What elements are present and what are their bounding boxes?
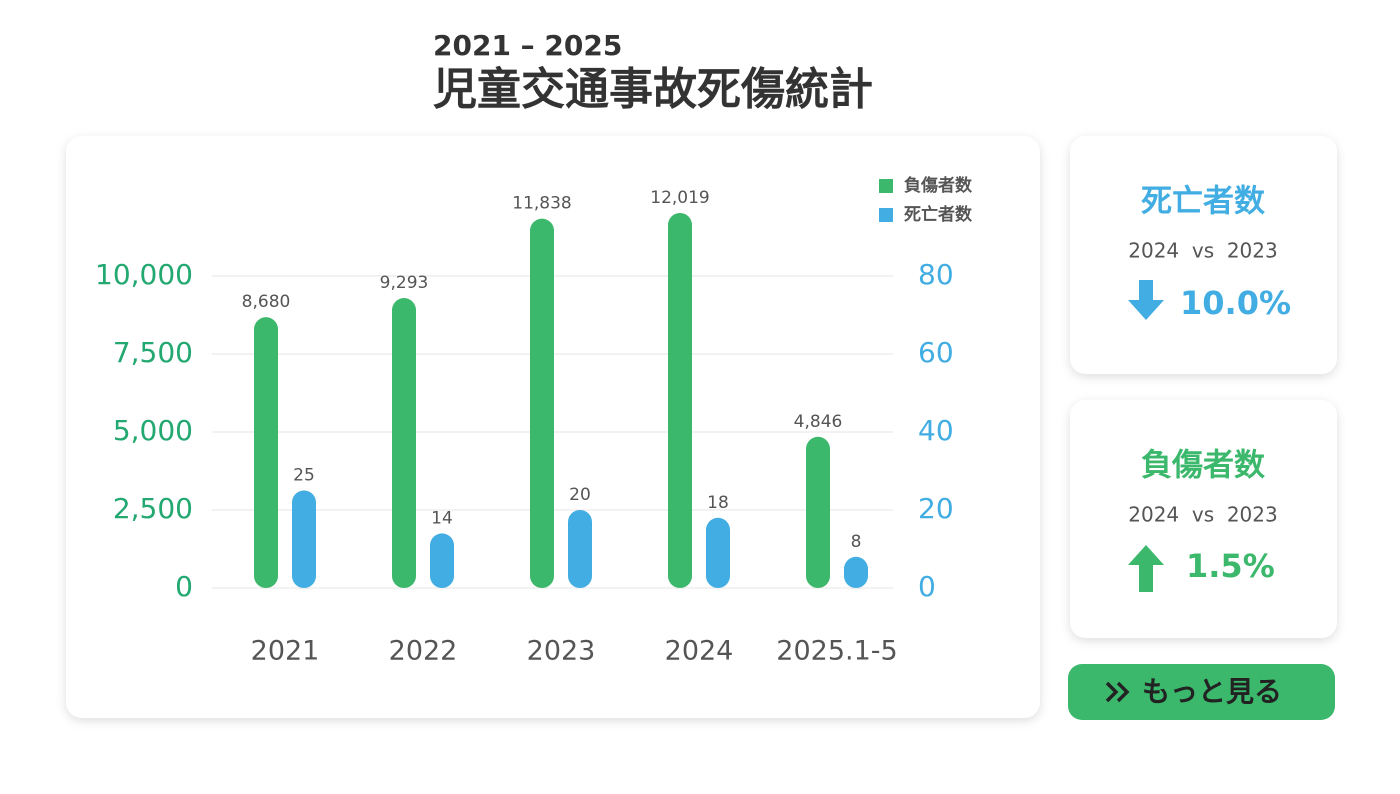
arrow-up [1128,545,1164,592]
y-tick-label: 2,500 [113,492,193,525]
more-button[interactable]: もっと見る [1068,664,1335,720]
y2-tick-label: 80 [918,258,954,291]
title: 児童交通事故死傷統計 [433,64,873,115]
bar [392,298,416,588]
value-label: 11,838 [512,194,571,214]
y2-tick-label: 0 [918,570,936,603]
bar [530,218,554,588]
x-tick-label: 2021 [251,636,320,667]
chevron-icon[interactable] [1105,681,1130,703]
button-background[interactable] [1068,664,1335,720]
value-label: 20 [569,485,591,505]
value-label: 8,680 [242,292,291,312]
legend-swatch [879,208,893,222]
card [1070,136,1337,374]
x-tick-label: 2024 [665,636,734,667]
bar [706,517,730,588]
value-label: 14 [431,508,453,528]
bar [668,213,692,588]
card-change: 1.5% [1186,547,1275,585]
y2-tick-label: 20 [918,492,954,525]
card [1070,400,1337,638]
y-tick-label: 0 [175,570,193,603]
card-title: 死亡者数 [1141,184,1265,220]
bar [844,556,868,588]
bar [568,510,592,588]
bar [292,490,316,588]
card-comparison: 2024 vs 2023 [1128,503,1277,527]
y-tick-label: 10,000 [95,258,193,291]
subtitle: 2021 – 2025 [433,29,622,62]
value-label: 8 [851,532,862,552]
value-label: 25 [293,466,315,486]
button-label[interactable]: もっと見る [1142,675,1282,708]
value-label: 18 [707,493,729,513]
arrow-down [1128,280,1164,320]
x-tick-label: 2022 [389,636,458,667]
bar [254,317,278,588]
x-tick-label: 2023 [527,636,596,667]
y2-tick-label: 60 [918,336,954,369]
y2-tick-label: 40 [918,414,954,447]
legend-swatch [879,179,893,193]
card-title: 負傷者数 [1141,448,1265,484]
y-tick-label: 5,000 [113,414,193,447]
bar [806,436,830,588]
legend-label: 負傷者数 [904,175,973,196]
bar [430,533,454,588]
card-comparison: 2024 vs 2023 [1128,239,1277,263]
legend-label: 死亡者数 [904,204,973,225]
value-label: 12,019 [650,188,709,208]
x-tick-label: 2025.1-5 [776,636,897,667]
card-change: 10.0% [1180,284,1291,322]
value-label: 9,293 [380,273,429,293]
value-label: 4,846 [794,412,843,432]
y-tick-label: 7,500 [113,336,193,369]
